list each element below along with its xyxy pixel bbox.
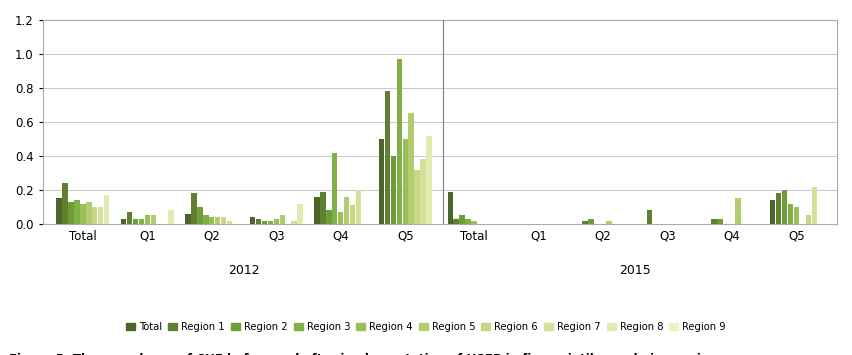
Bar	[145, 215, 150, 224]
Bar	[297, 204, 302, 224]
Bar	[314, 197, 320, 224]
Bar	[197, 207, 203, 224]
Bar	[68, 202, 73, 224]
Bar	[447, 192, 453, 224]
Bar	[326, 211, 331, 224]
Bar	[279, 215, 285, 224]
Bar	[209, 217, 215, 224]
Bar	[221, 217, 227, 224]
Bar	[250, 217, 255, 224]
Bar	[420, 159, 426, 224]
Bar	[151, 215, 156, 224]
Bar	[332, 153, 337, 224]
Bar	[384, 91, 390, 224]
Bar	[80, 204, 85, 224]
Bar	[203, 215, 209, 224]
Bar	[717, 219, 722, 224]
Bar	[262, 220, 267, 224]
Bar	[256, 219, 261, 224]
Bar	[408, 114, 414, 224]
Bar	[86, 202, 91, 224]
Bar	[56, 198, 61, 224]
Bar	[589, 219, 594, 224]
Bar	[215, 217, 221, 224]
Bar	[191, 193, 197, 224]
Bar	[291, 220, 296, 224]
Bar	[459, 215, 465, 224]
Bar	[273, 219, 279, 224]
Bar	[465, 219, 471, 224]
Bar	[782, 190, 787, 224]
Legend: Total, Region 1, Region 2, Region 3, Region 4, Region 5, Region 6, Region 7, Reg: Total, Region 1, Region 2, Region 3, Reg…	[123, 318, 729, 336]
Bar	[127, 212, 132, 224]
Bar	[350, 205, 355, 224]
Bar	[735, 198, 740, 224]
Text: 2015: 2015	[619, 264, 651, 277]
Bar	[378, 139, 384, 224]
Bar	[453, 219, 459, 224]
Bar	[227, 220, 233, 224]
Bar	[320, 192, 325, 224]
Bar	[133, 219, 138, 224]
Bar	[268, 220, 273, 224]
Text: 2012: 2012	[228, 264, 260, 277]
Bar	[169, 211, 174, 224]
Bar	[583, 220, 588, 224]
Bar	[794, 207, 799, 224]
Bar	[806, 215, 811, 224]
Bar	[62, 183, 67, 224]
Bar	[812, 187, 817, 224]
Bar	[98, 207, 103, 224]
Bar	[426, 136, 432, 224]
Bar	[104, 195, 109, 224]
Bar	[711, 219, 717, 224]
Bar	[647, 211, 653, 224]
Bar	[414, 170, 420, 224]
Bar	[402, 139, 408, 224]
Bar	[139, 219, 144, 224]
Bar	[185, 214, 191, 224]
Text: Figure 5: The prevalence of CHE before and after implementation of HSEP in five : Figure 5: The prevalence of CHE before a…	[9, 353, 728, 355]
Bar	[776, 193, 781, 224]
Bar	[338, 212, 343, 224]
Bar	[788, 204, 793, 224]
Bar	[121, 219, 126, 224]
Bar	[396, 59, 402, 224]
Bar	[356, 190, 361, 224]
Bar	[390, 156, 396, 224]
Bar	[607, 220, 612, 224]
Bar	[74, 200, 79, 224]
Bar	[770, 200, 775, 224]
Bar	[92, 207, 97, 224]
Bar	[344, 197, 349, 224]
Bar	[471, 220, 477, 224]
